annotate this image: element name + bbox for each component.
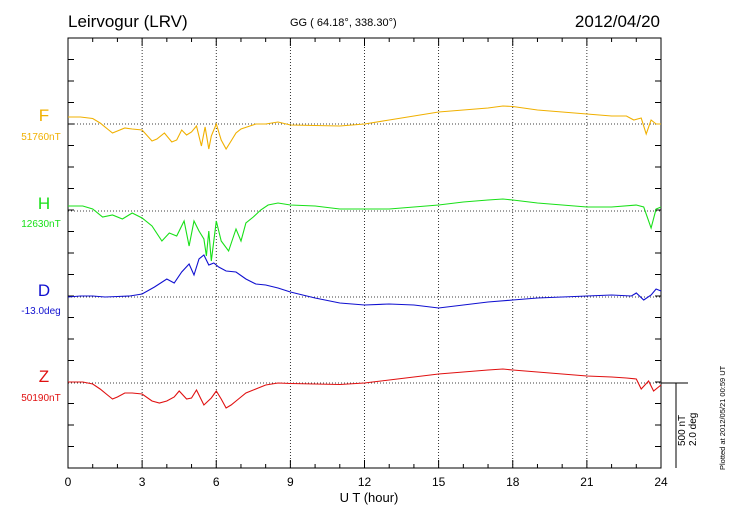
plot-frame xyxy=(67,37,662,469)
series-line-h xyxy=(68,198,662,262)
station-title: Leirvogur (LRV) xyxy=(68,12,188,31)
series-line-d xyxy=(67,254,662,309)
x-tick-label-24: 24 xyxy=(654,475,668,489)
channel-label-d: D xyxy=(37,281,51,300)
x-tick-labels: 0 3 6 9 12 15 18 21 24 xyxy=(65,475,668,489)
x-axis-label: U T (hour) xyxy=(339,490,399,505)
plotted-timestamp: Plotted at 2012/05/21 00:59 UT xyxy=(718,365,727,470)
x-tick-label-6: 6 xyxy=(213,475,220,489)
channel-baseline-z: 50190nT xyxy=(21,393,61,404)
x-tick-label-9: 9 xyxy=(287,475,294,489)
channel-baseline-f: 51760nT xyxy=(21,132,61,143)
channel-label-z: Z xyxy=(38,367,50,386)
x-tick-label-21: 21 xyxy=(580,475,594,489)
station-coordinates: GG ( 64.18°, 338.30°) xyxy=(290,17,397,29)
series-lines xyxy=(67,105,662,409)
x-tick-label-12: 12 xyxy=(358,475,372,489)
series-line-f xyxy=(68,105,661,151)
scale-label-deg: 2.0 deg xyxy=(688,412,699,446)
scale-label-nt: 500 nT xyxy=(677,414,688,446)
x-tick-label-18: 18 xyxy=(506,475,520,489)
x-tick-label-0: 0 xyxy=(65,475,72,489)
series-line-z xyxy=(68,368,662,409)
x-tick-label-15: 15 xyxy=(432,475,446,489)
channel-baseline-h: 12630nT xyxy=(21,219,61,230)
chart-date: 2012/04/20 xyxy=(574,12,660,31)
channel-label-h: H xyxy=(37,194,51,213)
scale-bar xyxy=(661,382,688,468)
channel-label-f: F xyxy=(38,106,50,125)
grid-lines xyxy=(141,38,588,468)
channel-baseline-d: -13.0deg xyxy=(21,306,61,317)
x-tick-label-3: 3 xyxy=(139,475,146,489)
axis-ticks xyxy=(67,38,662,468)
